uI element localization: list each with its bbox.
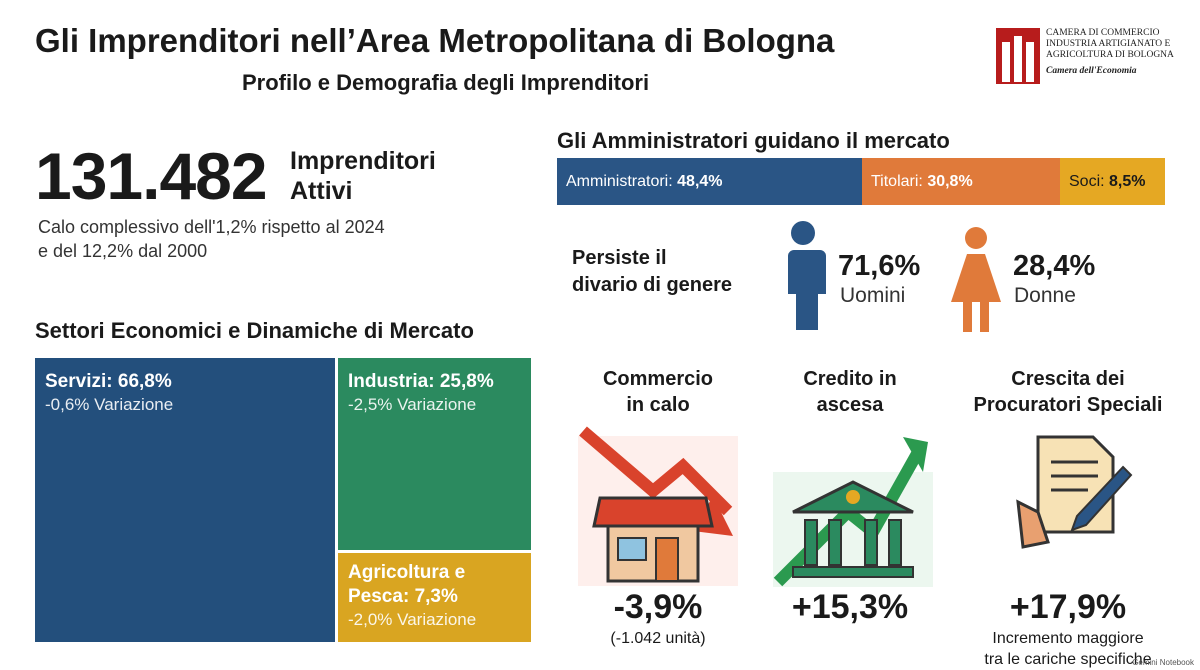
- note-line: Incremento maggiore: [992, 630, 1144, 647]
- segment-value: 30,8%: [927, 173, 973, 190]
- segment-value: 8,5%: [1109, 173, 1146, 190]
- title: Gli Imprenditori nell’Area Metropolitana…: [35, 22, 835, 59]
- footer-brand: Gemini Notebook: [1132, 658, 1194, 667]
- market-segment: Titolari: 30,8%: [862, 158, 1060, 205]
- segment-value: 48,4%: [677, 173, 723, 190]
- market-segment: Soci: 8,5%: [1060, 158, 1165, 205]
- trend-value: -3,9%: [613, 588, 703, 626]
- shop-icon: [578, 426, 738, 586]
- trend-value: +15,3%: [791, 588, 909, 626]
- bank-icon: [773, 437, 933, 587]
- title-line: Commercio: [602, 368, 714, 390]
- men-label: Uomini: [840, 284, 906, 307]
- label-line: Attivi: [290, 177, 353, 205]
- women-label: Donne: [1014, 284, 1076, 307]
- sector-change: -2,0% Variazione: [348, 610, 477, 629]
- logo-line: INDUSTRIA ARTIGIANATO E: [1046, 39, 1171, 49]
- sector-tile: Agricoltura e Pesca: 7,3% -2,0% Variazion…: [338, 553, 531, 642]
- headline-note: Calo complessivo dell'1,2% rispetto al 2…: [38, 215, 385, 263]
- logo-icon: [996, 28, 1040, 84]
- sector-tile: Industria: 25,8% -2,5% Variazione: [338, 358, 531, 550]
- logo-text: CAMERA DI COMMERCIO INDUSTRIA ARTIGIANAT…: [1046, 28, 1174, 77]
- trend-title: Commercio in calo: [543, 366, 773, 418]
- segment-name: Titolari:: [871, 173, 923, 190]
- headline-number: 131.482: [35, 139, 268, 213]
- title-line: Crescita dei: [1011, 368, 1125, 390]
- title-line: ascesa: [816, 394, 884, 416]
- document-icon: [1016, 435, 1133, 549]
- sector-heading: Industria: 25,8%: [348, 370, 521, 394]
- sector-tile: Servizi: 66,8% -0,6% Variazione: [35, 358, 335, 642]
- note-line: e del 12,2% dal 2000: [38, 241, 208, 261]
- subtitle: Profilo e Demografia degli Imprenditori: [242, 70, 650, 95]
- logo-line: CAMERA DI COMMERCIO: [1046, 28, 1160, 38]
- sector-change: -2,5% Variazione: [348, 395, 477, 414]
- trend-value: +17,9%: [1009, 588, 1127, 626]
- sector-value: 7,3%: [414, 586, 458, 607]
- trend-title: Credito in ascesa: [735, 366, 965, 418]
- title-line: Procuratori Speciali: [973, 394, 1163, 416]
- trend-note: (-1.042 unità): [543, 628, 773, 649]
- sector-value: 66,8%: [117, 371, 172, 392]
- title-line: Credito in: [803, 368, 897, 390]
- headline-label: Imprenditori Attivi: [290, 146, 436, 206]
- trend-card: Credito in ascesa +15,3%: [735, 366, 965, 626]
- note-line: tra le cariche specifiche: [984, 651, 1152, 668]
- title-line: divario di genere: [572, 274, 733, 296]
- label-line: Imprenditori: [290, 147, 436, 175]
- sector-name: Servizi:: [45, 371, 113, 392]
- market-title: Gli Amministratori guidano il mercato: [557, 128, 950, 153]
- sector-name: Agricoltura e Pesca:: [348, 562, 466, 607]
- sector-change: -0,6% Variazione: [45, 395, 174, 414]
- sector-heading: Agricoltura e Pesca: 7,3%: [348, 561, 498, 609]
- sector-value: 25,8%: [439, 371, 494, 392]
- logo-line: AGRICOLTURA DI BOLOGNA: [1046, 50, 1174, 60]
- title-line: Persiste il: [572, 247, 667, 269]
- woman-icon: [951, 227, 1001, 332]
- women-value: 28,4%: [1013, 250, 1096, 282]
- market-segment: Amministratori: 48,4%: [557, 158, 862, 205]
- man-icon: [786, 221, 826, 330]
- title-line: in calo: [626, 394, 690, 416]
- note-line: (-1.042 unità): [610, 630, 706, 647]
- trend-title: Crescita dei Procuratori Speciali: [943, 366, 1193, 418]
- trend-note: Incremento maggiore tra le cariche specif…: [943, 628, 1193, 670]
- trend-card: Commercio in calo -3,9% (-1.042 unità): [543, 366, 773, 647]
- trend-card: Crescita dei Procuratori Speciali +17,9% …: [943, 366, 1193, 668]
- sectors-title: Settori Economici e Dinamiche di Mercato: [35, 318, 474, 343]
- note-line: Calo complessivo dell'1,2% rispetto al 2…: [38, 217, 385, 237]
- segment-name: Soci:: [1069, 173, 1105, 190]
- segment-name: Amministratori:: [566, 173, 673, 190]
- gender-title: Persiste il divario di genere: [572, 245, 732, 299]
- sector-heading: Servizi: 66,8%: [45, 370, 325, 394]
- logo-line: Camera dell'Economia: [1046, 66, 1137, 76]
- men-value: 71,6%: [838, 250, 921, 282]
- sector-name: Industria:: [348, 371, 435, 392]
